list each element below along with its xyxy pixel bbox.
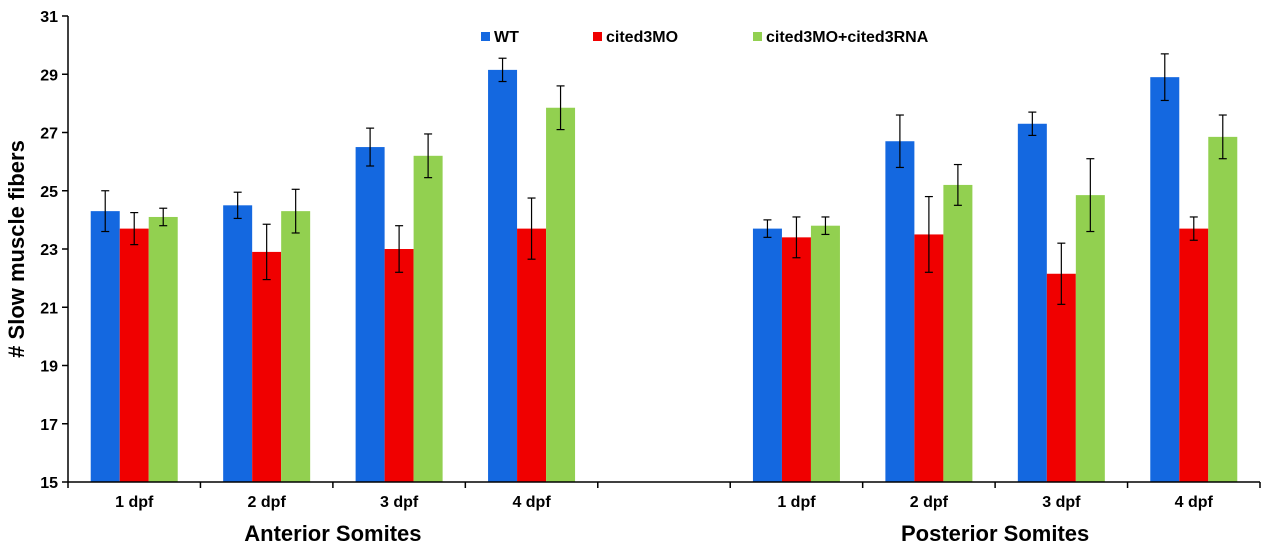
- error-bar: [1086, 158, 1095, 233]
- error-bar: [130, 211, 139, 246]
- bar: [413, 155, 443, 483]
- error-bar: [792, 216, 801, 259]
- bar: [1208, 136, 1238, 482]
- error-bar: [953, 163, 962, 206]
- bar: [810, 225, 840, 482]
- bar: [546, 107, 576, 483]
- error-bar: [291, 188, 300, 234]
- error-bar: [1218, 114, 1227, 160]
- bar: [252, 251, 282, 482]
- x-tick-label: 3 dpf: [380, 494, 419, 511]
- y-tick-label: 25: [40, 184, 58, 201]
- bar: [781, 237, 811, 482]
- error-bar: [527, 197, 536, 260]
- bar: [914, 234, 944, 482]
- bars-layer: [90, 69, 1238, 483]
- y-tick-label: 15: [40, 475, 58, 492]
- error-bar: [1189, 216, 1198, 241]
- group-label-anterior: Anterior Somites: [244, 521, 421, 546]
- bar: [119, 228, 149, 482]
- legend-label-cited3mo: cited3MO: [606, 29, 678, 46]
- bar: [148, 216, 178, 482]
- bar: [517, 228, 547, 482]
- error-bar: [1057, 242, 1066, 305]
- y-tick-label: 31: [40, 9, 58, 26]
- error-bar: [556, 85, 565, 131]
- bar: [281, 211, 311, 482]
- error-bar: [262, 223, 271, 281]
- bar: [223, 205, 253, 482]
- bar: [1075, 195, 1105, 482]
- error-bar: [895, 114, 904, 169]
- error-bar: [821, 216, 830, 236]
- bar: [1046, 273, 1076, 482]
- bar: [1179, 228, 1209, 482]
- bar: [90, 211, 120, 482]
- group-label-posterior: Posterior Somites: [901, 521, 1089, 546]
- error-bar: [498, 57, 507, 83]
- bar: [752, 228, 782, 482]
- y-tick-label: 21: [40, 300, 58, 317]
- y-ticks: 15 17 19 21 23 25 27 29 31: [40, 9, 68, 492]
- error-bar: [424, 133, 433, 179]
- bar: [943, 184, 973, 483]
- bar: [355, 147, 385, 482]
- x-tick-label: 1 dpf: [777, 494, 816, 511]
- y-tick-label: 27: [40, 126, 58, 143]
- bar: [885, 141, 915, 483]
- error-bar: [1160, 53, 1169, 102]
- legend-label-wt: WT: [494, 29, 519, 46]
- error-bar: [366, 127, 375, 167]
- bar: [1150, 77, 1180, 482]
- error-bar: [1028, 111, 1037, 137]
- legend-swatch-cited3mo: [593, 32, 602, 41]
- error-bar: [101, 190, 110, 233]
- error-bar: [233, 191, 242, 220]
- legend-swatch-cited3mo-rna: [753, 32, 762, 41]
- error-bar: [763, 219, 772, 238]
- error-bars-layer: [101, 53, 1227, 305]
- bar: [384, 249, 414, 482]
- legend-label-cited3mo-rna: cited3MO+cited3RNA: [766, 29, 929, 46]
- x-ticks: 1 dpf 2 dpf 3 dpf 4 dpf 1 dpf 2 dpf 3 dpf 4 dpf: [67, 482, 1261, 511]
- x-tick-label: 4 dpf: [512, 494, 551, 511]
- y-tick-label: 29: [40, 67, 58, 84]
- y-tick-label: 19: [40, 359, 58, 376]
- x-tick-label: 2 dpf: [248, 494, 287, 511]
- error-bar: [924, 195, 933, 273]
- x-tick-label: 3 dpf: [1042, 494, 1081, 511]
- y-tick-label: 23: [40, 242, 58, 259]
- legend: WT cited3MO cited3MO+cited3RNA: [481, 29, 929, 46]
- x-tick-label: 2 dpf: [910, 494, 949, 511]
- x-tick-label: 1 dpf: [115, 494, 154, 511]
- y-tick-label: 17: [40, 417, 58, 434]
- error-bar: [395, 225, 404, 273]
- legend-swatch-wt: [481, 32, 490, 41]
- x-tick-label: 4 dpf: [1175, 494, 1214, 511]
- y-axis-label: # Slow muscle fibers: [4, 140, 29, 358]
- error-bar: [159, 207, 168, 227]
- bar: [488, 69, 518, 482]
- bar: [1017, 123, 1047, 482]
